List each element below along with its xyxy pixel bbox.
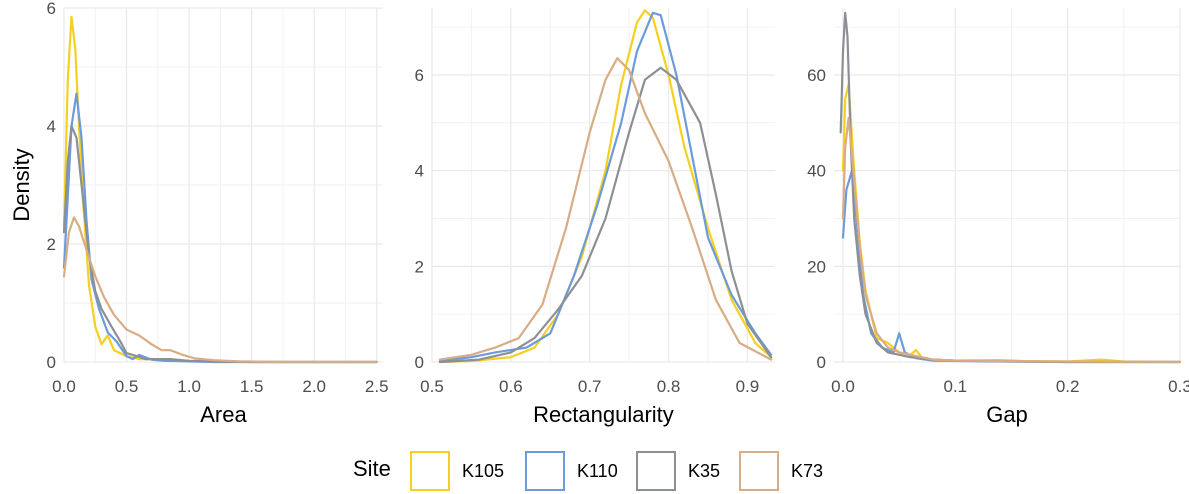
series-line-k35 <box>62 124 378 364</box>
x-tick-label: 0.0 <box>831 377 855 396</box>
legend-item-k105: K105 <box>410 451 504 491</box>
x-tick-label: 0.6 <box>499 377 523 396</box>
legend-label: K105 <box>462 461 504 481</box>
y-tick-label: 6 <box>415 66 424 85</box>
legend-title: Site <box>353 456 391 481</box>
x-axis-title: Rectangularity <box>533 402 674 427</box>
panel-2: 0.5 0.6 0.7 0.8 0.9 0 2 4 6 Rectangularity <box>415 8 775 427</box>
y-tick-label: 60 <box>807 66 826 85</box>
series-line-k35 <box>438 66 773 364</box>
y-tick-label: 2 <box>415 257 424 276</box>
series-line-k35 <box>839 11 1182 364</box>
x-tick-label: 0.5 <box>420 377 444 396</box>
y-tick-label: 2 <box>47 235 56 254</box>
y-tick-label: 40 <box>807 162 826 181</box>
x-tick-label: 0.7 <box>578 377 602 396</box>
x-tick-label: 0.1 <box>944 377 968 396</box>
series-line-k73 <box>62 216 378 364</box>
x-axis-title: Area <box>200 402 247 427</box>
series-line-k73 <box>841 116 1182 364</box>
y-tick-label: 6 <box>47 0 56 18</box>
y-tick-label: 0 <box>817 353 826 372</box>
legend-item-k110: K110 <box>525 451 618 491</box>
legend-item-k73: K73 <box>739 451 823 491</box>
x-tick-label: 1.0 <box>177 377 201 396</box>
x-tick-label: 0.9 <box>736 377 760 396</box>
panel-3: 0.0 0.1 0.2 0.3 0 20 40 60 Gap <box>807 8 1189 427</box>
legend-label: K35 <box>688 461 720 481</box>
x-tick-label: 0.8 <box>657 377 681 396</box>
legend-key-k110 <box>525 451 565 491</box>
x-tick-label: 1.5 <box>240 377 264 396</box>
legend-label: K110 <box>577 461 618 481</box>
x-axis-title: Gap <box>986 402 1028 427</box>
y-tick-label: 0 <box>415 353 424 372</box>
y-tick-label: 0 <box>47 353 56 372</box>
legend: Site K105 K110 K35 K73 <box>353 451 823 491</box>
x-tick-label: 0.3 <box>1168 377 1189 396</box>
y-tick-label: 4 <box>415 162 424 181</box>
legend-item-k35: K35 <box>636 451 720 491</box>
y-tick-label: 4 <box>47 117 56 136</box>
x-tick-label: 0.0 <box>52 377 76 396</box>
legend-key-k73 <box>739 451 779 491</box>
x-tick-label: 2.5 <box>365 377 389 396</box>
x-tick-label: 0.5 <box>115 377 139 396</box>
series-line-k73 <box>438 57 773 361</box>
legend-items: K105 K110 K35 K73 <box>410 451 823 491</box>
x-tick-label: 2.0 <box>302 377 326 396</box>
series-line-k105 <box>438 9 773 364</box>
y-tick-label: 20 <box>807 257 826 276</box>
legend-key-k35 <box>636 451 676 491</box>
legend-key-k105 <box>410 451 450 491</box>
y-axis-title: Density <box>9 148 34 221</box>
legend-label: K73 <box>791 461 823 481</box>
panel-1: 0.0 0.5 1.0 1.5 2.0 2.5 0 2 4 6 Area <box>47 0 389 427</box>
x-tick-label: 0.2 <box>1056 377 1080 396</box>
